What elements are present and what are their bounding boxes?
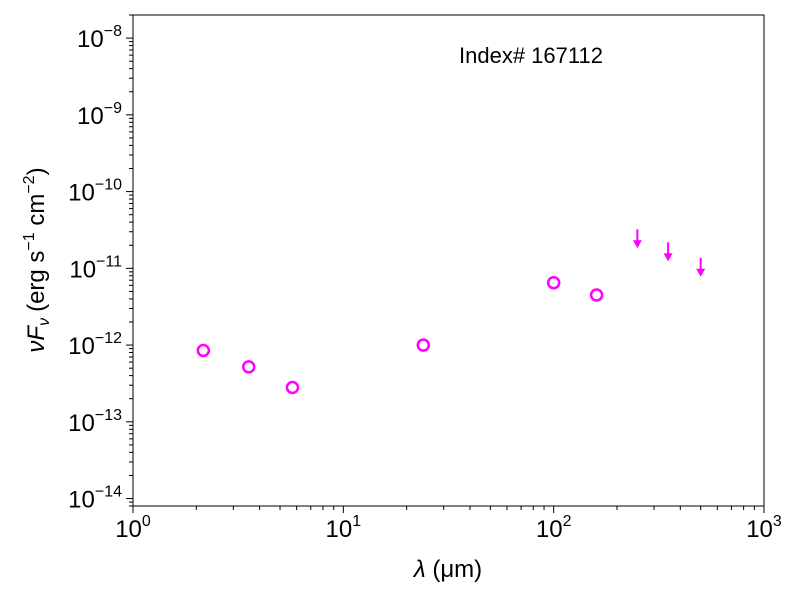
upper-limit-head: [696, 268, 706, 277]
x-tick-label: 101: [326, 513, 362, 543]
y-axis-unit-prefix: (erg s: [23, 251, 50, 312]
y-tick-exp: −14: [95, 484, 122, 501]
x-tick-exp: 0: [142, 513, 151, 530]
y-tick-label: 10−14: [68, 484, 122, 514]
y-tick-base: 10: [77, 103, 104, 130]
x-tick-base: 10: [115, 516, 142, 543]
upper-limit-arrow: [632, 229, 642, 249]
detection-point: [285, 380, 300, 395]
upper-limit-arrow: [696, 257, 706, 277]
x-tick-base: 10: [326, 516, 353, 543]
y-tick-exp: −10: [95, 177, 122, 194]
y-axis-nu: ν: [23, 341, 50, 353]
y-tick-exp: −8: [104, 23, 122, 40]
x-axis-label: λ (μm): [412, 556, 482, 583]
y-axis-label: νFν (erg s−1 cm−2): [21, 167, 53, 352]
y-axis-exp1: −1: [21, 232, 38, 250]
x-tick-label: 102: [536, 513, 572, 543]
y-tick-label: 10−12: [68, 330, 122, 360]
upper-limit-head: [632, 240, 642, 249]
y-axis-sub: ν: [36, 318, 53, 326]
x-tick-base: 10: [536, 516, 563, 543]
y-tick-base: 10: [68, 410, 95, 437]
y-axis-F: F: [23, 325, 50, 341]
y-tick-label: 10−9: [77, 100, 122, 130]
y-tick-label: 10−10: [68, 177, 122, 207]
y-tick-label: 10−11: [69, 253, 122, 283]
y-axis-suffix: ): [23, 167, 50, 175]
data-markers: [196, 229, 706, 395]
y-axis-mid: cm: [23, 194, 50, 233]
y-tick-exp: −11: [96, 253, 122, 270]
y-tick-base: 10: [77, 26, 104, 53]
x-tick-label: 100: [115, 513, 151, 543]
plot-area: [132, 14, 765, 507]
y-tick-exp: −12: [95, 330, 122, 347]
y-axis-exp2: −2: [21, 175, 38, 193]
x-tick-exp: 3: [773, 513, 782, 530]
upper-limit-head: [663, 253, 673, 262]
upper-limit-arrow: [663, 242, 673, 262]
detection-point: [546, 275, 561, 290]
tick-labels: 100 101 102 10310−1410−1310−1210−1110−1010−…: [68, 23, 782, 543]
detection-point: [589, 288, 604, 302]
x-tick-exp: 1: [352, 513, 361, 530]
y-tick-exp: −13: [95, 407, 122, 424]
x-tick-label: 103: [746, 513, 782, 543]
y-tick-label: 10−13: [68, 407, 122, 437]
y-tick-base: 10: [68, 180, 95, 207]
axis-ticks: [126, 14, 765, 513]
x-tick-base: 10: [746, 516, 773, 543]
x-axis-unit: (μm): [432, 556, 482, 583]
detection-point: [416, 338, 431, 352]
y-tick-label: 10−8: [77, 23, 122, 53]
y-tick-base: 10: [69, 256, 96, 283]
detection-point: [241, 360, 256, 374]
y-tick-base: 10: [68, 333, 95, 360]
x-axis-symbol: λ: [412, 556, 426, 583]
detection-point: [196, 343, 211, 358]
y-tick-exp: −9: [104, 100, 122, 117]
annotation-label: Index# 167112: [459, 43, 603, 68]
x-tick-exp: 2: [563, 513, 572, 530]
y-tick-base: 10: [68, 487, 95, 514]
